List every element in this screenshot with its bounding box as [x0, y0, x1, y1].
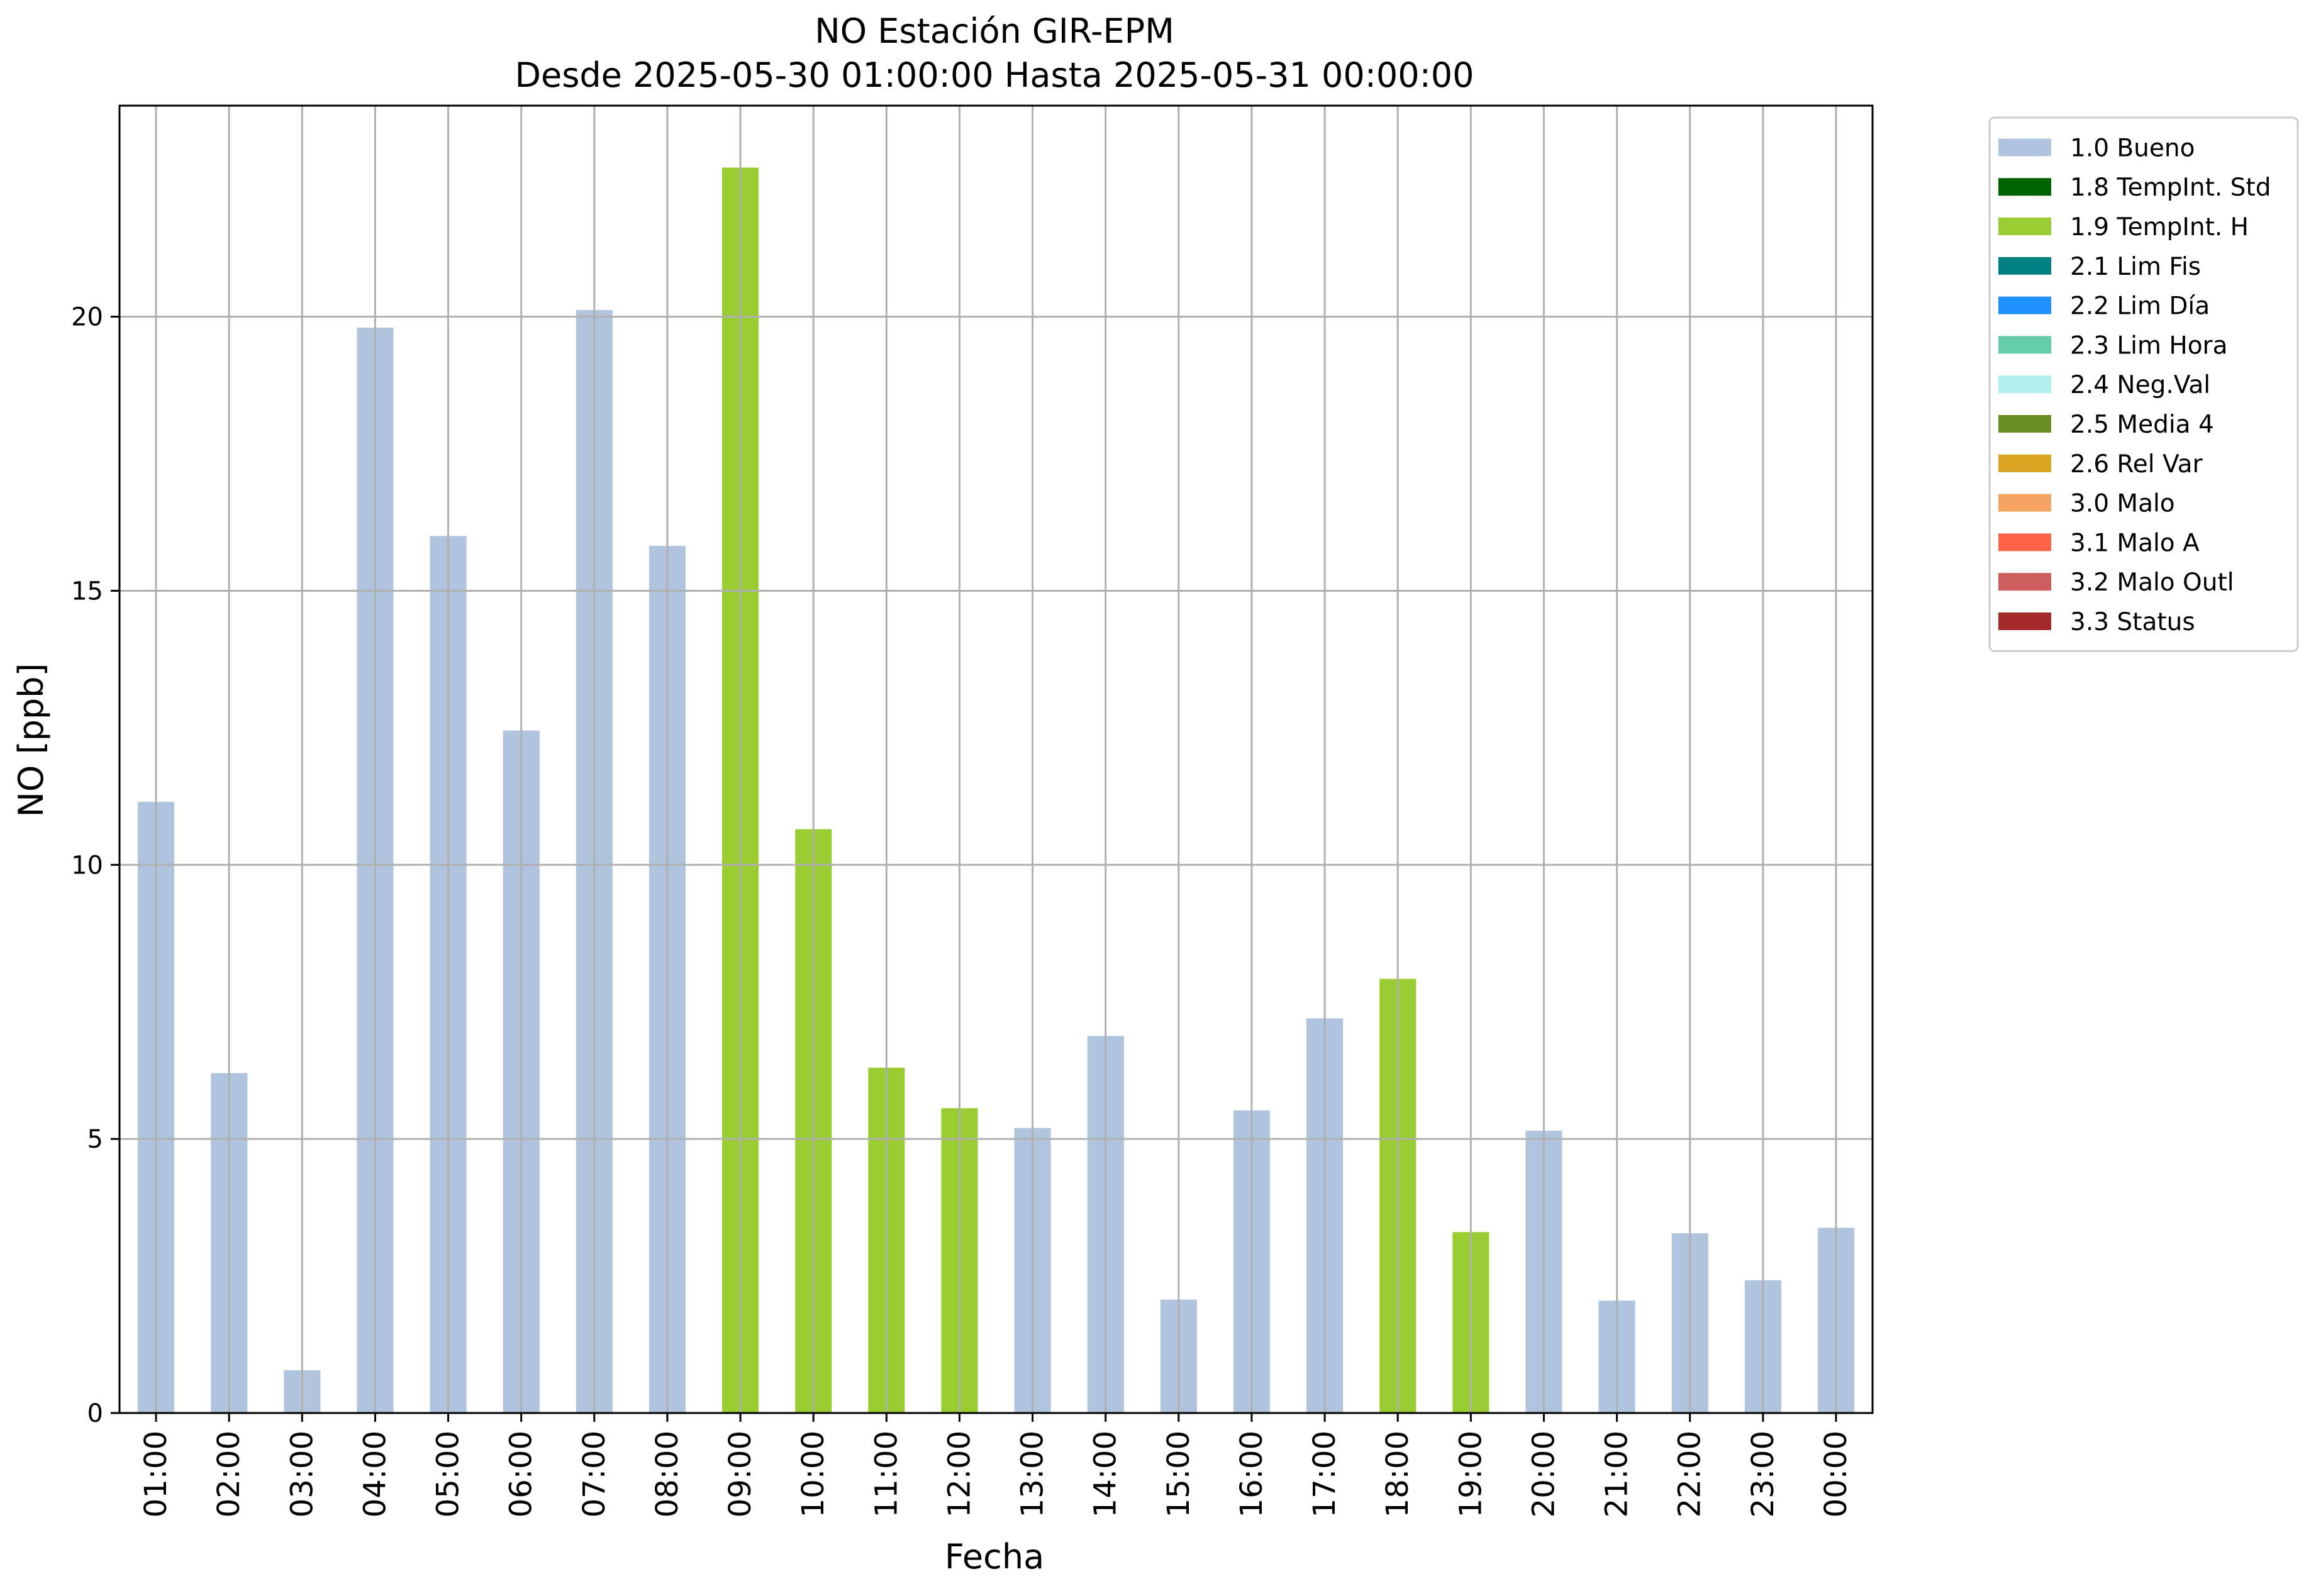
- x-tick-label: 09:00: [723, 1431, 758, 1517]
- chart-title-line1: NO Estación GIR-EPM: [815, 11, 1174, 51]
- legend-swatch-3-1: [1998, 533, 2051, 551]
- x-tick-label: 23:00: [1745, 1431, 1781, 1517]
- legend-swatch-2-3: [1998, 336, 2051, 354]
- x-tick-label: 20:00: [1526, 1431, 1561, 1517]
- legend-swatch-2-2: [1998, 296, 2051, 314]
- legend-swatch-3-3: [1998, 612, 2051, 630]
- y-tick-label: 0: [87, 1399, 103, 1428]
- legend-label-2-5: 2.5 Media 4: [2070, 411, 2214, 439]
- y-tick-label: 15: [71, 577, 103, 606]
- x-tick-label: 22:00: [1673, 1431, 1708, 1517]
- legend-label-3-3: 3.3 Status: [2070, 608, 2195, 636]
- x-tick-label: 11:00: [869, 1431, 904, 1517]
- legend-label-2-4: 2.4 Neg.Val: [2070, 371, 2210, 399]
- legend-label-2-6: 2.6 Rel Var: [2070, 450, 2203, 479]
- y-tick-label: 5: [87, 1125, 103, 1154]
- legend-swatch-3-0: [1998, 494, 2051, 512]
- legend: 1.0 Bueno 1.8 TempInt. Std 1.9 TempInt. H 2…: [1988, 116, 2299, 652]
- legend-swatch-2-6: [1998, 454, 2051, 472]
- legend-label-2-1: 2.1 Lim Fis: [2070, 253, 2201, 281]
- legend-swatch-3-2: [1998, 573, 2051, 591]
- legend-swatch-2-1: [1998, 257, 2051, 275]
- legend-swatch-1-9: [1998, 218, 2051, 235]
- x-tick-label: 15:00: [1161, 1431, 1196, 1517]
- y-tick-label: 10: [71, 851, 103, 880]
- x-tick-label: 04:00: [357, 1431, 392, 1517]
- legend-swatch-2-4: [1998, 375, 2051, 394]
- legend-label-2-2: 2.2 Lim Día: [2070, 292, 2210, 321]
- x-tick-label: 00:00: [1818, 1431, 1854, 1517]
- x-tick-label: 17:00: [1307, 1431, 1342, 1517]
- plot-frame: [118, 104, 1874, 1414]
- legend-box: [1988, 116, 2299, 652]
- x-tick-label: 08:00: [650, 1431, 685, 1517]
- x-tick-label: 21:00: [1600, 1431, 1635, 1517]
- legend-swatch-2-5: [1998, 415, 2051, 433]
- x-tick-label: 12:00: [942, 1431, 977, 1517]
- chart-title-line2: Desde 2025-05-30 01:00:00 Hasta 2025-05-…: [515, 55, 1474, 95]
- x-tick-label: 14:00: [1088, 1431, 1123, 1517]
- legend-label-2-3: 2.3 Lim Hora: [2070, 331, 2228, 360]
- x-tick-label: 05:00: [431, 1431, 466, 1517]
- x-tick-label: 02:00: [211, 1431, 247, 1517]
- legend-label-3-1: 3.1 Malo A: [2070, 529, 2200, 557]
- x-tick-label: 06:00: [504, 1431, 539, 1517]
- legend-label-1-0: 1.0 Bueno: [2070, 134, 2195, 162]
- x-tick-label: 07:00: [577, 1431, 612, 1517]
- x-tick-label: 01:00: [138, 1431, 174, 1517]
- y-axis-label: NO [ppb]: [11, 663, 51, 817]
- y-tick-label: 20: [71, 303, 103, 332]
- x-tick-label: 03:00: [284, 1431, 320, 1517]
- x-tick-label: 18:00: [1380, 1431, 1415, 1517]
- legend-swatch-1-0: [1998, 138, 2051, 157]
- legend-swatch-1-8: [1998, 178, 2051, 196]
- axes-layer: 0 5 10 15 20 01:00 02:00 03:00 04:00 05:00 06:00 07…: [71, 104, 1874, 1517]
- x-tick-label: 13:00: [1015, 1431, 1050, 1517]
- legend-label-1-8: 1.8 TempInt. Std: [2070, 174, 2271, 202]
- x-tick-label: 10:00: [796, 1431, 831, 1517]
- x-tick-label: 16:00: [1234, 1431, 1269, 1517]
- x-tick-label: 19:00: [1453, 1431, 1488, 1517]
- legend-label-3-0: 3.0 Malo: [2070, 490, 2175, 518]
- legend-label-1-9: 1.9 TempInt. H: [2070, 213, 2249, 241]
- x-axis-label: Fecha: [945, 1537, 1044, 1577]
- legend-label-3-2: 3.2 Malo Outl: [2070, 568, 2234, 597]
